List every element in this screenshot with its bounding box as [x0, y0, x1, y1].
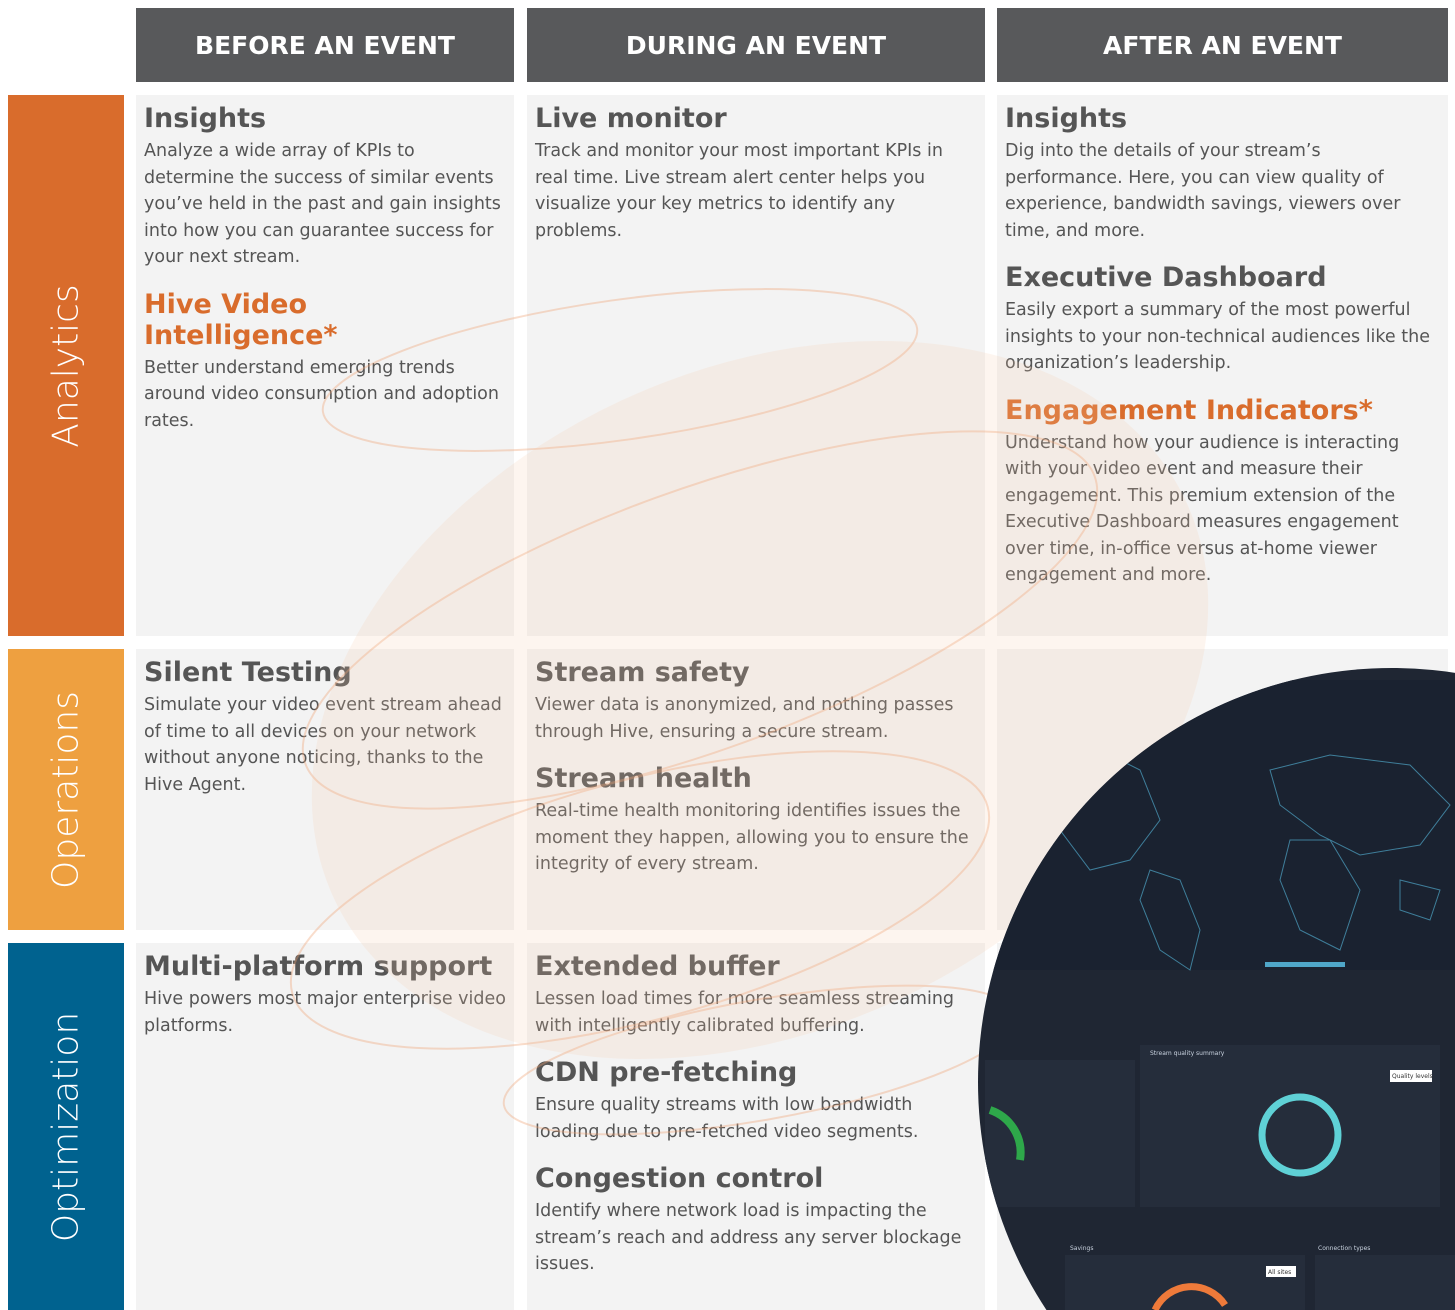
column-header-text: BEFORE AN EVENT — [195, 30, 455, 60]
feature: CDN pre-fetching Ensure quality streams w… — [535, 1057, 977, 1145]
feature-text: Easily export a summary of the most powe… — [1005, 300, 1430, 373]
cell: Insights Analyze a wide array of KPIs to … — [136, 95, 514, 636]
row-label: Optimization — [8, 943, 124, 1310]
feature-title: Stream health — [535, 763, 752, 794]
row-label-text: Analytics — [45, 283, 87, 448]
feature-text: Identify where network load is impacting… — [535, 1201, 962, 1274]
feature-title: Insights — [1005, 103, 1128, 134]
feature-text: Better understand emerging trends around… — [144, 357, 499, 431]
cell: Stream safety Viewer data is anonymized, … — [527, 649, 985, 930]
feature-title: Congestion control — [535, 1163, 824, 1194]
feature: Insights Dig into the details of your str… — [1005, 103, 1440, 244]
cell: Live monitor Track and monitor your most … — [527, 95, 985, 636]
cell: Silent Testing Simulate your video event … — [136, 649, 514, 930]
feature-title: Multi-platform support — [144, 951, 493, 982]
feature-title: CDN pre-fetching — [535, 1057, 798, 1088]
feature-text: Simulate your video event stream ahead o… — [144, 695, 502, 795]
feature-text: Track and monitor your most important KP… — [535, 141, 943, 241]
column-header: BEFORE AN EVENT — [136, 8, 514, 82]
column-header: DURING AN EVENT — [527, 8, 985, 82]
feature-title: Hive Video Intelligence* — [144, 288, 338, 351]
feature-text: Hive powers most major enterprise video … — [144, 989, 506, 1036]
cell: Extended buffer Lessen load times for mor… — [527, 943, 985, 1310]
feature: Engagement Indicators* Understand how you… — [1005, 395, 1440, 589]
feature-text: Analyze a wide array of KPIs to determin… — [144, 141, 501, 267]
feature-text: Understand how your audience is interact… — [1005, 432, 1400, 586]
feature-text: Dig into the details of your stream’s pe… — [1005, 141, 1401, 241]
cell: Multi-platform support Hive powers most m… — [136, 943, 514, 1310]
row-label-text: Operations — [45, 690, 87, 889]
feature: Live monitor Track and monitor your most … — [535, 103, 977, 244]
column-header: AFTER AN EVENT — [997, 8, 1448, 82]
feature-text: Real-time health monitoring identifies i… — [535, 801, 969, 874]
feature: Congestion control Identify where network… — [535, 1163, 977, 1278]
feature-title: Live monitor — [535, 103, 727, 134]
feature-title: Insights — [144, 103, 267, 134]
feature: Stream health Real-time health monitoring… — [535, 763, 977, 878]
cell — [997, 943, 1448, 1310]
cell: Insights Dig into the details of your str… — [997, 95, 1448, 636]
column-header-text: AFTER AN EVENT — [1103, 30, 1342, 60]
feature-text: Viewer data is anonymized, and nothing p… — [535, 695, 954, 742]
feature: Multi-platform support Hive powers most m… — [144, 951, 506, 1039]
feature: Insights Analyze a wide array of KPIs to … — [144, 103, 506, 271]
feature-title: Executive Dashboard — [1005, 262, 1327, 293]
feature: Executive Dashboard Easily export a summa… — [1005, 262, 1440, 377]
feature: Extended buffer Lessen load times for mor… — [535, 951, 977, 1039]
row-label: Operations — [8, 649, 124, 930]
feature-text: Ensure quality streams with low bandwidt… — [535, 1095, 919, 1142]
feature: Hive Video Intelligence* Better understan… — [144, 289, 506, 435]
feature-title: Extended buffer — [535, 951, 780, 982]
row-label-text: Optimization — [45, 1011, 87, 1242]
feature-title: Silent Testing — [144, 657, 352, 688]
feature-text: Lessen load times for more seamless stre… — [535, 989, 955, 1036]
feature: Stream safety Viewer data is anonymized, … — [535, 657, 977, 745]
column-header-text: DURING AN EVENT — [625, 30, 887, 60]
row-label: Analytics — [8, 95, 124, 636]
feature-title: Engagement Indicators* — [1005, 394, 1373, 426]
feature: Silent Testing Simulate your video event … — [144, 657, 506, 798]
cell — [997, 649, 1448, 930]
feature-title: Stream safety — [535, 657, 750, 688]
